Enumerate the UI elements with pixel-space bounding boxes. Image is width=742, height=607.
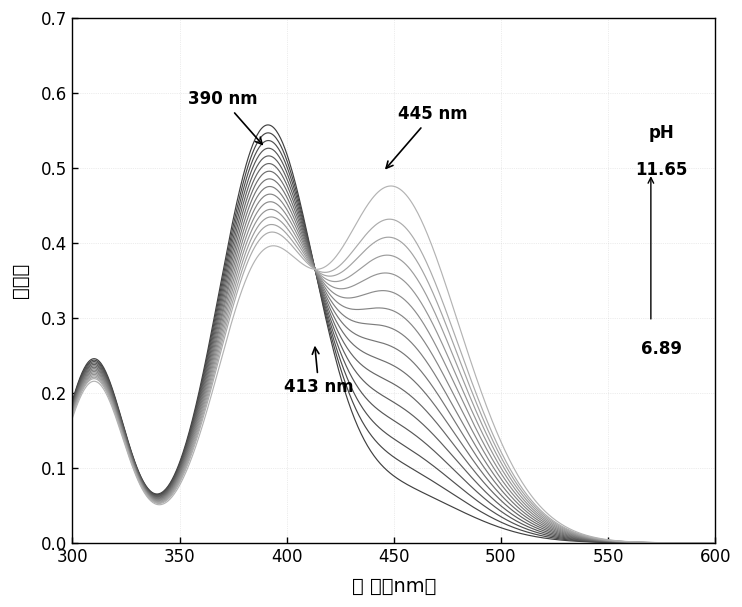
Text: 6.89: 6.89 xyxy=(641,341,682,359)
Text: 413 nm: 413 nm xyxy=(284,347,354,396)
Y-axis label: 吸光度: 吸光度 xyxy=(11,263,30,298)
Text: 445 nm: 445 nm xyxy=(386,105,467,168)
Text: pH: pH xyxy=(649,124,674,142)
X-axis label: 波 长（nm）: 波 长（nm） xyxy=(352,577,436,596)
Text: 390 nm: 390 nm xyxy=(188,90,262,144)
Text: 11.65: 11.65 xyxy=(635,161,688,178)
